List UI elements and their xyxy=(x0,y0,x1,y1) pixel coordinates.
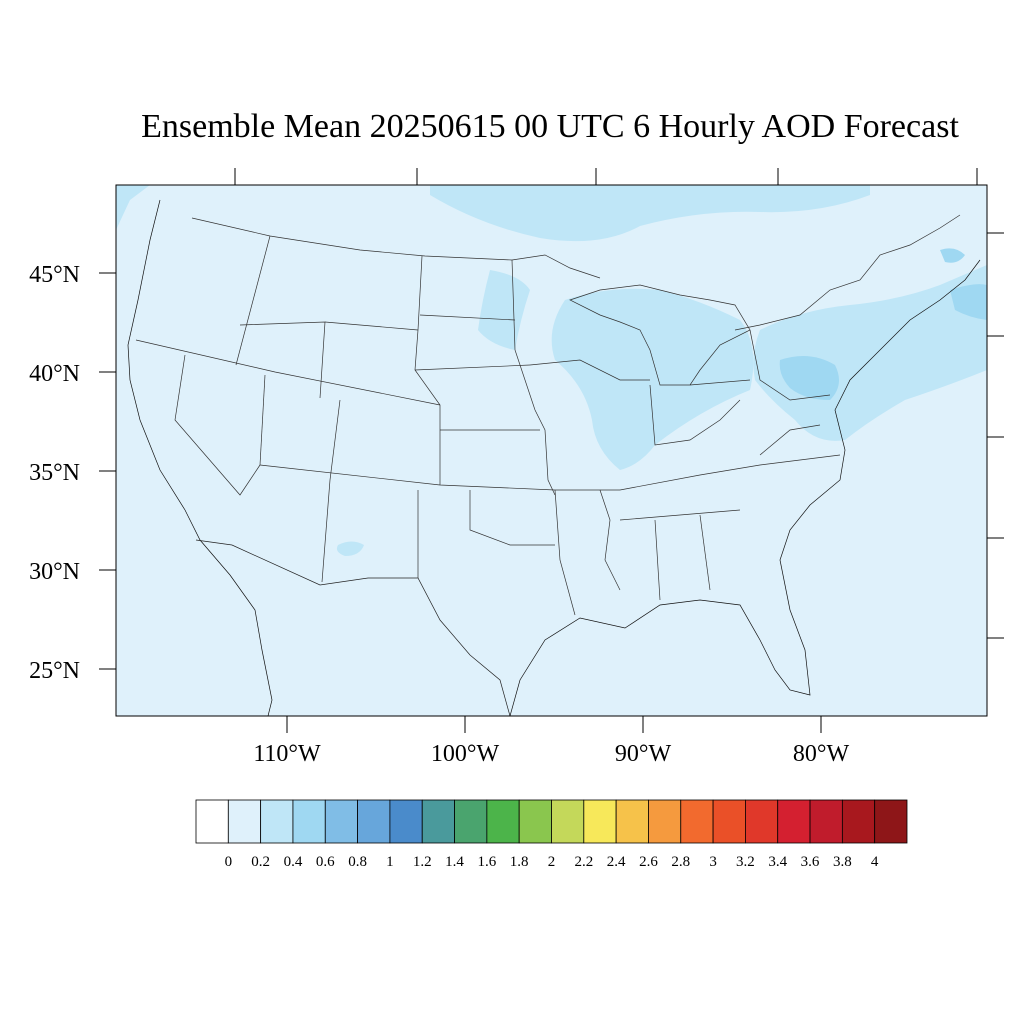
colorbar-tick-label: 2.4 xyxy=(607,854,626,870)
state-boundaries xyxy=(127,199,981,716)
aod-region-quebec xyxy=(940,248,965,263)
lat-label-30: 30°N xyxy=(29,559,80,585)
colorbar-swatch xyxy=(551,799,585,844)
colorbar: 0 0.2 0.4 0.6 0.8 1 1.2 1.4 1.6 1.8 2 2.2 2.4 2.6 2.8 3… xyxy=(195,799,908,870)
colorbar-swatch xyxy=(874,799,908,844)
lat-label-45: 45°N xyxy=(29,262,80,288)
colorbar-tick-label: 1.2 xyxy=(413,854,432,870)
lat-label-35: 35°N xyxy=(29,460,80,486)
map-frame xyxy=(115,184,988,717)
colorbar-swatch xyxy=(712,799,746,844)
colorbar-tick-label: 1.4 xyxy=(445,854,464,870)
aod-region-canada-west xyxy=(116,185,150,230)
colorbar-tick-label: 0.4 xyxy=(284,854,303,870)
colorbar-swatch xyxy=(454,799,488,844)
colorbar-swatch xyxy=(195,799,229,844)
left-ticks xyxy=(99,272,116,670)
colorbar-swatch xyxy=(745,799,779,844)
colorbar-tick-label: 2.2 xyxy=(574,854,593,870)
colorbar-tick-label: 2.6 xyxy=(639,854,658,870)
colorbar-tick-label: 3 xyxy=(709,854,717,870)
colorbar-swatch xyxy=(292,799,326,844)
aod-region-midwest xyxy=(551,288,754,470)
colorbar-swatch xyxy=(615,799,649,844)
colorbar-tick-label: 3.2 xyxy=(736,854,755,870)
bottom-ticks xyxy=(286,716,822,733)
lat-label-40: 40°N xyxy=(29,361,80,387)
aod-region-atlantic xyxy=(950,284,987,320)
top-ticks xyxy=(234,168,978,185)
aod-region-canada-central xyxy=(430,185,870,242)
colorbar-tick-label: 3.8 xyxy=(833,854,852,870)
aod-region-pennsylvania xyxy=(779,356,839,400)
colorbar-swatch xyxy=(421,799,455,844)
lat-label-25: 25°N xyxy=(29,658,80,684)
colorbar-swatch xyxy=(324,799,358,844)
colorbar-swatch xyxy=(583,799,617,844)
aod-region-plains-north xyxy=(478,270,530,350)
aod-region-new-mexico xyxy=(336,541,364,556)
lon-label-80w: 80°W xyxy=(793,741,850,767)
lon-label-110w: 110°W xyxy=(253,741,321,767)
aod-field xyxy=(116,185,987,556)
colorbar-swatch xyxy=(389,799,423,844)
colorbar-tick-label: 1.8 xyxy=(510,854,529,870)
colorbar-tick-label: 0.8 xyxy=(348,854,367,870)
colorbar-tick-label: 3.6 xyxy=(801,854,820,870)
colorbar-swatch xyxy=(260,799,294,844)
lon-label-90w: 90°W xyxy=(615,741,672,767)
colorbar-swatch xyxy=(777,799,811,844)
colorbar-tick-label: 0 xyxy=(225,854,233,870)
colorbar-tick-label: 2 xyxy=(548,854,556,870)
colorbar-swatch xyxy=(486,799,520,844)
right-ticks xyxy=(987,232,1004,639)
colorbar-tick-label: 1 xyxy=(386,854,394,870)
colorbar-tick-label: 2.8 xyxy=(671,854,690,870)
map-title: Ensemble Mean 20250615 00 UTC 6 Hourly A… xyxy=(141,108,959,145)
colorbar-swatch xyxy=(227,799,262,844)
map-background xyxy=(116,185,987,716)
colorbar-tick-label: 1.6 xyxy=(477,854,496,870)
lon-label-100w: 100°W xyxy=(431,741,500,767)
colorbar-tick-label: 4 xyxy=(871,854,879,870)
colorbar-tick-label: 0.6 xyxy=(316,854,335,870)
colorbar-swatch xyxy=(680,799,714,844)
colorbar-tick-label: 3.4 xyxy=(768,854,787,870)
colorbar-swatch xyxy=(518,799,552,844)
colorbar-swatch xyxy=(357,799,391,844)
colorbar-swatch xyxy=(648,799,682,844)
colorbar-tick-label: 0.2 xyxy=(251,854,270,870)
colorbar-swatch xyxy=(809,799,843,844)
colorbar-swatch xyxy=(841,799,876,844)
